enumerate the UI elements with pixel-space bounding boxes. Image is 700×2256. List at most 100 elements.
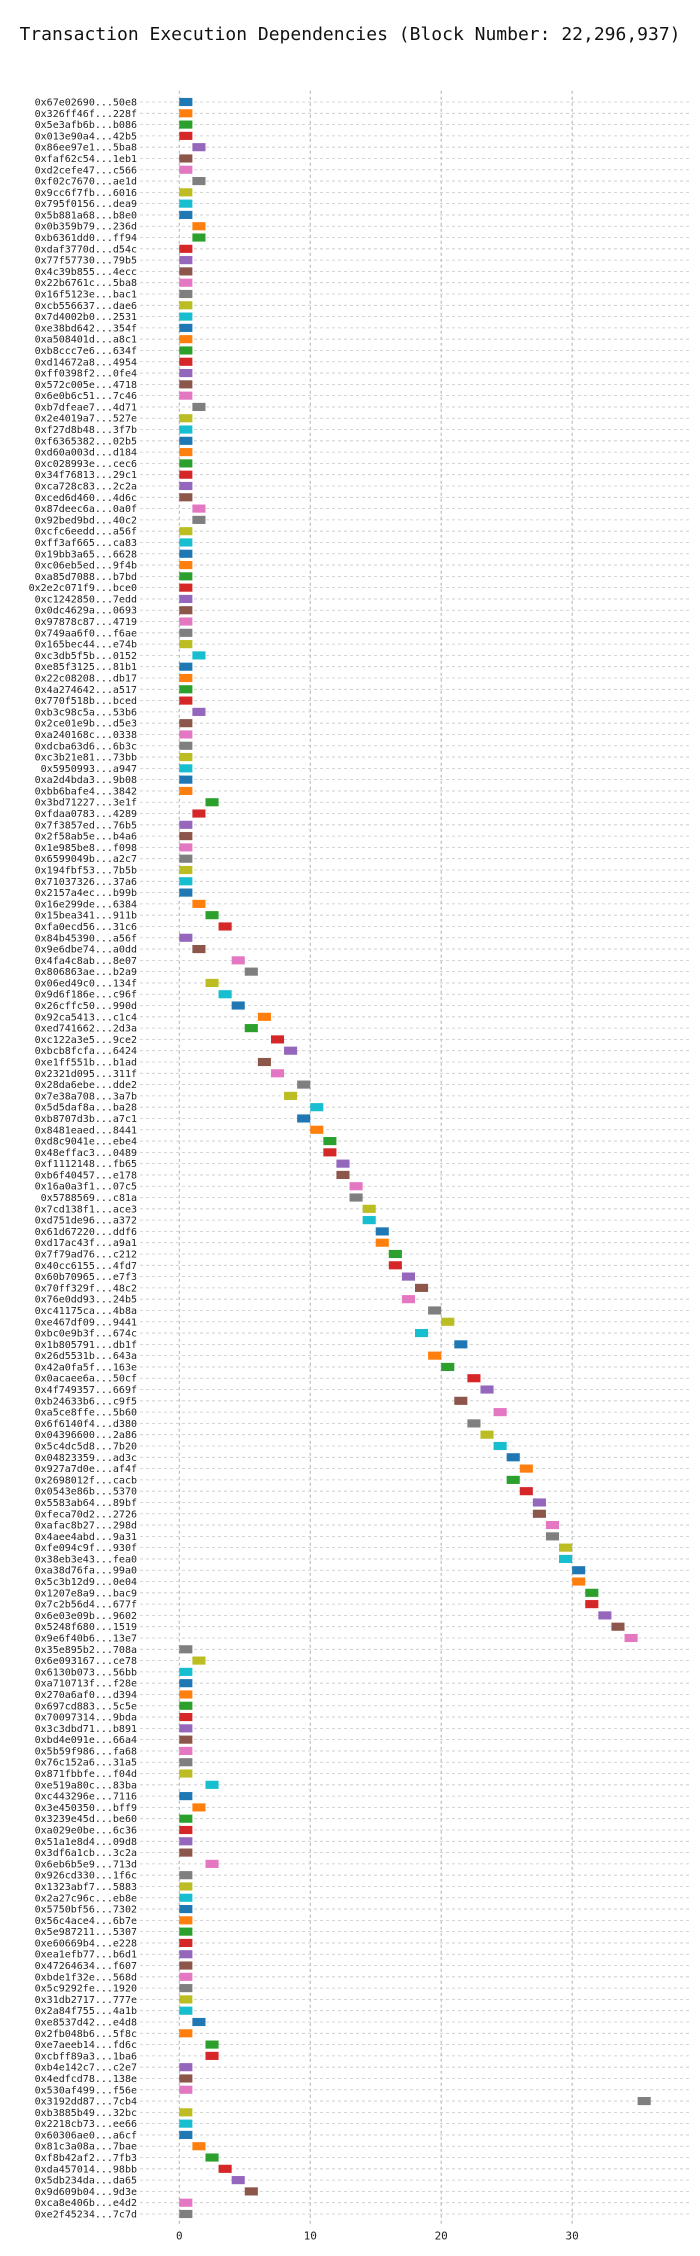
transaction-label: 0x9d6f186e...c96f bbox=[35, 990, 137, 1001]
transaction-label: 0x871fbbfe...f04d bbox=[35, 1769, 137, 1780]
transaction-label: 0x5248f680...1519 bbox=[35, 1622, 137, 1633]
transaction-label: 0x6f6140f4...d380 bbox=[35, 1419, 137, 1430]
transaction-label: 0xcbff89a3...1ba6 bbox=[35, 2051, 137, 2062]
transaction-bar bbox=[179, 1961, 193, 1970]
transaction-label: 0xd751de96...a372 bbox=[35, 1216, 137, 1227]
transaction-bar bbox=[218, 922, 232, 931]
transaction-bar bbox=[179, 357, 193, 366]
transaction-bar bbox=[179, 1950, 193, 1959]
transaction-label: 0x38eb3e43...fea0 bbox=[35, 1554, 137, 1565]
transaction-bar bbox=[205, 1859, 219, 1868]
transaction-label: 0x9d609b04...9d3e bbox=[35, 2187, 137, 2198]
transaction-bar bbox=[257, 1012, 271, 1021]
transaction-bar bbox=[179, 2085, 193, 2094]
transaction-bar bbox=[179, 696, 193, 705]
transaction-bar bbox=[192, 1656, 206, 1665]
transaction-bar bbox=[585, 1588, 599, 1597]
transaction-bar bbox=[179, 752, 193, 762]
transaction-label: 0xfdaa0783...4289 bbox=[35, 809, 137, 820]
transaction-label: 0xb24633b6...c9f5 bbox=[35, 1396, 137, 1407]
transaction-label: 0x6e0b6c51...7c46 bbox=[35, 391, 137, 402]
transaction-label: 0x6599049b...a2c7 bbox=[35, 854, 137, 865]
transaction-bar bbox=[218, 2164, 232, 2173]
transaction-label: 0x3e450350...bff9 bbox=[35, 1803, 137, 1814]
transaction-bar bbox=[192, 222, 206, 231]
transaction-label: 0xbde1f32e...568d bbox=[35, 1972, 137, 1983]
transaction-label: 0x2fb048b6...5f8c bbox=[35, 2029, 137, 2040]
transaction-bar bbox=[179, 436, 193, 445]
transaction-label: 0x5c4dc5d8...7b20 bbox=[35, 1442, 137, 1453]
transaction-bar bbox=[192, 2142, 206, 2151]
transaction-label: 0x0543e86b...5370 bbox=[35, 1487, 137, 1498]
transaction-label: 0x165bec44...e74b bbox=[35, 640, 137, 651]
transaction-bar bbox=[388, 1249, 402, 1259]
transaction-bar bbox=[179, 1927, 193, 1936]
transaction-bar bbox=[480, 1385, 494, 1394]
x-axis-ticks: 0 10 20 30 bbox=[176, 2229, 579, 2242]
transaction-label: 0x2218cb73...ee66 bbox=[35, 2119, 137, 2130]
transaction-bar bbox=[179, 335, 193, 344]
transaction-label: 0xfa0ecd56...31c6 bbox=[35, 922, 137, 933]
transaction-bar bbox=[441, 1362, 455, 1372]
transaction-bar bbox=[192, 176, 206, 186]
transaction-bar bbox=[179, 289, 193, 299]
transaction-label: 0xc3b21e81...73bb bbox=[35, 753, 137, 764]
transaction-bar bbox=[179, 843, 193, 852]
transaction-bar bbox=[349, 1193, 363, 1202]
transaction-bar bbox=[179, 854, 193, 863]
transaction-label: 0xd2cefe47...c566 bbox=[35, 165, 137, 176]
transaction-label: 0x3192dd87...7cb4 bbox=[35, 2097, 137, 2108]
transaction-label: 0x9e6dbe74...a0dd bbox=[35, 945, 137, 956]
transaction-bar bbox=[179, 493, 193, 502]
transaction-label: 0xbc0e9b3f...674c bbox=[35, 1329, 137, 1340]
transaction-bar bbox=[179, 380, 193, 389]
transaction-label: 0xc1242850...7edd bbox=[35, 594, 137, 605]
transaction-label: 0xb3885b49...32bc bbox=[35, 2108, 137, 2119]
transaction-label: 0xb4e142c7...c2e7 bbox=[35, 2063, 137, 2074]
transaction-label: 0xf27d8b48...3f7b bbox=[35, 425, 137, 436]
transaction-label: 0x270a6af0...d394 bbox=[35, 1690, 137, 1701]
transaction-label: 0xc443296e...7116 bbox=[35, 1792, 137, 1803]
transaction-bar bbox=[179, 730, 193, 739]
transaction-label: 0x87deec6a...0a0f bbox=[35, 504, 137, 515]
transaction-label: 0xbd4e091e...66a4 bbox=[35, 1735, 137, 1746]
transaction-label: 0x2e2c071f9...bce0 bbox=[29, 583, 137, 594]
transaction-label: 0xa508401d...a8c1 bbox=[35, 335, 137, 346]
transaction-label: 0xa710713f...f28e bbox=[35, 1679, 137, 1690]
transaction-label: 0x5788569...c81a bbox=[41, 1193, 137, 1204]
transaction-bar bbox=[179, 1769, 193, 1778]
transaction-label: 0xe60669b4...e228 bbox=[35, 1938, 137, 1949]
transaction-label: 0x70097314...9bda bbox=[35, 1713, 137, 1724]
transaction-bar bbox=[179, 1645, 193, 1654]
transaction-label: 0x4f749357...669f bbox=[35, 1385, 137, 1396]
transaction-label: 0x97878c87...4719 bbox=[35, 617, 137, 628]
transaction-bar bbox=[205, 2040, 219, 2049]
transaction-label: 0xea1efb77...b6d1 bbox=[35, 1950, 137, 1961]
transaction-bar bbox=[179, 786, 193, 796]
transaction-label: 0x4c39b855...4ecc bbox=[35, 267, 137, 278]
transaction-bar bbox=[179, 448, 193, 457]
transaction-label: 0x92ca5413...c1c4 bbox=[35, 1012, 137, 1023]
transaction-label: 0x06ed49c0...134f bbox=[35, 978, 137, 989]
transaction-bar bbox=[270, 1069, 285, 1078]
transaction-bar bbox=[179, 1916, 193, 1925]
transaction-label: 0x56c4ace4...6b7e bbox=[35, 1916, 137, 1927]
transaction-bar bbox=[179, 1984, 193, 1993]
transaction-label: 0xdaf3770d...d54c bbox=[35, 244, 137, 255]
transaction-bar bbox=[231, 1001, 245, 1010]
transaction-label: 0x1e985be8...f098 bbox=[35, 843, 137, 854]
transaction-label: 0x5b59f986...fa68 bbox=[35, 1746, 137, 1757]
transaction-bar bbox=[192, 809, 206, 818]
transaction-label: 0xd17ac43f...a9a1 bbox=[35, 1238, 137, 1249]
transaction-bar bbox=[179, 628, 193, 637]
transaction-bar bbox=[506, 1453, 520, 1462]
transaction-bar bbox=[179, 2074, 193, 2083]
transaction-bar bbox=[375, 1238, 389, 1247]
transaction-bar bbox=[179, 572, 193, 581]
transaction-label: 0xfeca70d2...2726 bbox=[35, 1509, 137, 1520]
transaction-label: 0x9e6f40b6...13e7 bbox=[35, 1634, 137, 1645]
transaction-bar bbox=[611, 1622, 625, 1631]
transaction-bar bbox=[336, 1170, 350, 1180]
transaction-bar bbox=[284, 1046, 298, 1055]
